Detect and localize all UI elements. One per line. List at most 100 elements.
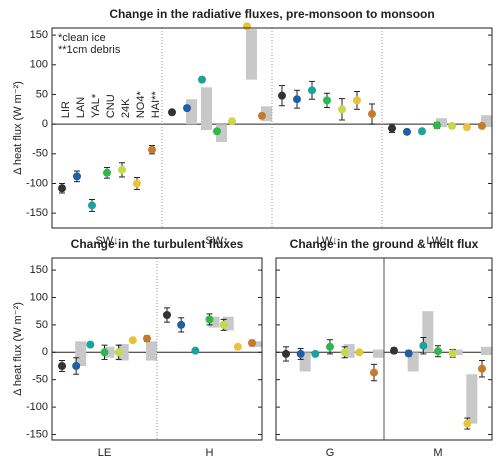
range-bar: [117, 344, 129, 361]
y-tick-label: 0: [42, 346, 48, 358]
range-bar: [222, 316, 234, 331]
data-point: [148, 145, 156, 154]
panel-title: Change in the radiative fluxes, pre-mons…: [109, 7, 434, 21]
data-point: [219, 320, 228, 329]
y-tick-label: -100: [26, 177, 48, 189]
data-point: [478, 121, 486, 130]
plot-frame: [51, 257, 263, 441]
station-label: HAI**: [150, 91, 162, 119]
range-bar: [146, 341, 157, 361]
range-bar: [246, 29, 257, 80]
range-bar: [251, 341, 262, 347]
data-point: [100, 348, 109, 357]
data-point: [463, 419, 472, 428]
range-bar: [201, 87, 212, 131]
data-point: [243, 22, 251, 31]
data-point: [388, 124, 396, 133]
data-point: [326, 342, 334, 351]
y-tick-label: 0: [42, 118, 48, 130]
range-bar: [481, 115, 492, 128]
data-point: [355, 348, 364, 357]
plot-frame: [51, 27, 493, 229]
group-label: H: [206, 447, 214, 459]
data-point: [86, 340, 95, 349]
data-point: [308, 86, 316, 95]
range-bar: [216, 124, 227, 142]
range-bar: [407, 352, 419, 372]
y-tick-label: -150: [26, 207, 48, 219]
range-bar: [422, 311, 434, 353]
data-point: [463, 123, 471, 132]
data-point: [58, 184, 66, 193]
data-point: [72, 361, 81, 370]
data-point: [296, 349, 305, 358]
station-label: YAL*: [90, 93, 102, 118]
data-point: [213, 127, 221, 136]
y-tick-label: -50: [32, 148, 48, 160]
group-label: LW↓: [316, 235, 337, 247]
data-point: [418, 127, 426, 136]
data-point: [353, 96, 361, 105]
data-point: [340, 348, 349, 357]
data-point: [248, 338, 256, 347]
range-bar: [75, 341, 87, 366]
y-tick-label: -100: [26, 401, 48, 413]
data-point: [133, 179, 141, 188]
group-label: M: [433, 447, 442, 459]
range-bar: [481, 346, 492, 356]
data-point: [370, 368, 378, 377]
data-point: [323, 96, 331, 105]
data-point: [433, 121, 441, 130]
range-bar: [208, 316, 220, 328]
range-bar: [373, 349, 384, 358]
data-point: [478, 364, 486, 373]
y-tick-label: -150: [26, 428, 48, 440]
data-point: [183, 104, 191, 113]
station-label: 24K: [120, 98, 132, 118]
data-point: [191, 346, 200, 355]
group-label: SW↑: [205, 235, 228, 247]
station-label: NO4*: [135, 91, 147, 119]
data-point: [168, 108, 176, 117]
station-label: LAN: [75, 97, 87, 118]
data-point: [88, 201, 96, 210]
data-point: [368, 110, 376, 119]
y-tick-label: 150: [30, 29, 48, 41]
data-point: [103, 168, 111, 177]
data-point: [338, 105, 346, 114]
data-point: [228, 117, 236, 126]
data-point: [205, 315, 214, 324]
data-point: [311, 349, 320, 358]
plot-frame: [275, 257, 493, 441]
range-bar: [466, 374, 478, 424]
data-point: [163, 311, 171, 320]
data-point: [58, 361, 66, 370]
group-label: G: [326, 447, 335, 459]
data-point: [177, 320, 186, 329]
data-point: [118, 165, 126, 174]
data-point: [114, 348, 123, 357]
data-point: [143, 334, 151, 343]
range-bar: [343, 344, 355, 358]
y-tick-label: 150: [30, 264, 48, 276]
data-point: [128, 336, 137, 345]
annotation: **1cm debris: [58, 44, 121, 56]
data-point: [434, 347, 442, 356]
data-point: [448, 349, 457, 358]
annotation: *clean ice: [58, 32, 106, 44]
y-axis-label: Δ heat flux (W m⁻²): [12, 81, 24, 175]
y-tick-label: 100: [30, 291, 48, 303]
data-point: [404, 349, 413, 358]
range-bar: [186, 99, 197, 125]
data-point: [278, 91, 286, 100]
y-tick-label: -50: [32, 374, 48, 386]
panel-title: Change in the turbulent fluxes: [71, 237, 244, 251]
data-point: [390, 346, 398, 355]
group-label: LE: [98, 447, 111, 459]
y-axis-label: Δ heat flux (W m⁻²): [12, 302, 24, 396]
data-point: [233, 342, 242, 351]
range-bar: [103, 346, 115, 358]
panel-title: Change in the ground & melt flux: [290, 237, 479, 251]
data-point: [73, 172, 81, 181]
